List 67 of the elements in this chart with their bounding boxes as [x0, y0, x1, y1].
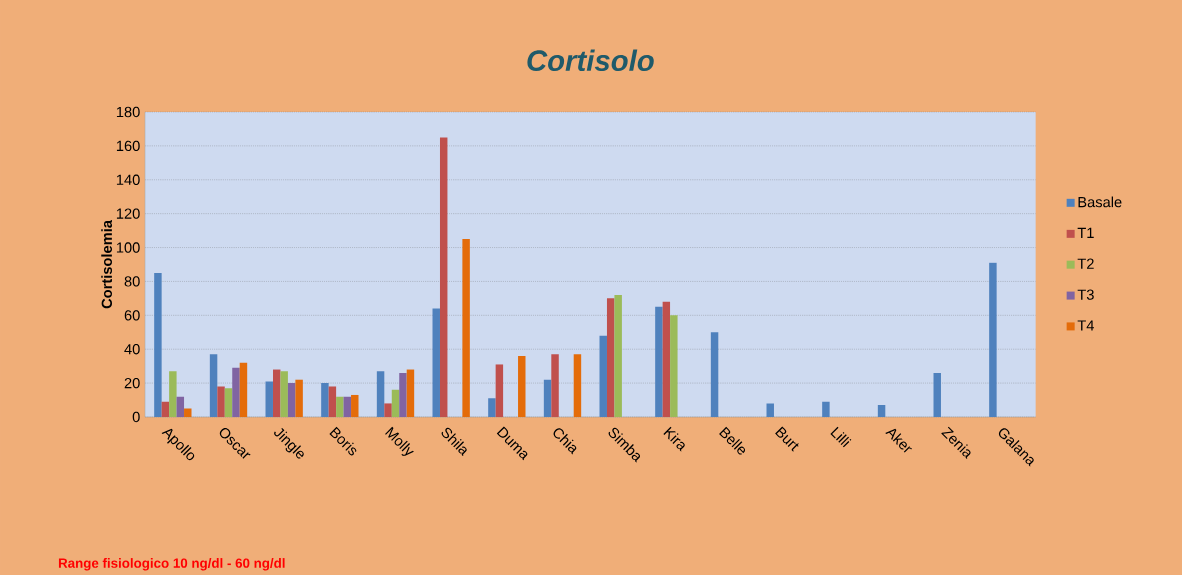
- bar: [933, 372, 941, 417]
- bar: [184, 408, 192, 417]
- legend-label: T4: [1077, 320, 1094, 331]
- legend-label: T2: [1077, 258, 1094, 269]
- bar: [655, 306, 663, 417]
- y-axis-title: Cortisolemia: [101, 219, 113, 309]
- y-tick-label: 80: [124, 276, 140, 287]
- bar: [551, 354, 559, 417]
- bar: [439, 137, 448, 417]
- bar: [384, 403, 392, 417]
- bar: [877, 405, 886, 417]
- x-tick-label: Lilli: [830, 426, 852, 448]
- bar: [766, 403, 774, 417]
- bar: [321, 383, 329, 417]
- bar: [432, 308, 440, 417]
- bar: [176, 396, 185, 417]
- bar: [710, 332, 719, 417]
- bar: [573, 354, 582, 417]
- bar: [295, 379, 303, 417]
- bar: [376, 371, 385, 417]
- bar: [488, 398, 496, 417]
- x-tick-label: Kira: [663, 426, 685, 452]
- chart-title: Cortisolo: [527, 49, 654, 72]
- y-tick-label: 120: [116, 208, 140, 219]
- bar: [822, 401, 830, 417]
- bar: [351, 394, 359, 417]
- bar: [391, 389, 400, 417]
- bar: [209, 354, 218, 417]
- bar: [343, 396, 352, 417]
- bar: [670, 315, 678, 417]
- legend-label: Basale: [1078, 196, 1122, 208]
- bar: [606, 298, 615, 417]
- bar: [265, 381, 273, 417]
- y-tick-label: 40: [124, 344, 140, 355]
- bar: [239, 362, 248, 417]
- bar: [161, 401, 170, 417]
- bar: [518, 355, 526, 417]
- bar: [462, 239, 470, 417]
- bar: [614, 294, 622, 417]
- y-tick-label: 0: [132, 411, 140, 423]
- y-tick-label: 180: [116, 106, 140, 118]
- y-tick-label: 160: [116, 140, 140, 152]
- bar: [169, 371, 177, 417]
- bar: [336, 396, 344, 417]
- y-tick-label: 100: [116, 242, 140, 253]
- text: Range fisiologico 10 ng/dl - 60 ng/dl: [58, 558, 285, 571]
- bar: [280, 371, 288, 417]
- y-tick-label: 140: [116, 174, 140, 185]
- bar: [287, 383, 296, 417]
- bar: [662, 301, 671, 417]
- bar: [272, 369, 281, 417]
- bar: [399, 372, 407, 417]
- bar: [495, 364, 504, 417]
- bar: [599, 335, 607, 417]
- legend-label: T1: [1077, 227, 1094, 238]
- bar: [224, 388, 233, 417]
- bar: [543, 379, 552, 417]
- bar: [154, 272, 162, 417]
- bar: [406, 369, 415, 417]
- bar: [217, 386, 225, 417]
- bar: [232, 367, 240, 417]
- bar: [989, 262, 997, 417]
- y-tick-label: 60: [124, 310, 140, 321]
- legend-label: T3: [1077, 289, 1094, 300]
- y-tick-label: 20: [124, 377, 140, 389]
- bar: [328, 386, 337, 417]
- x-tick-label: Aker: [885, 428, 912, 453]
